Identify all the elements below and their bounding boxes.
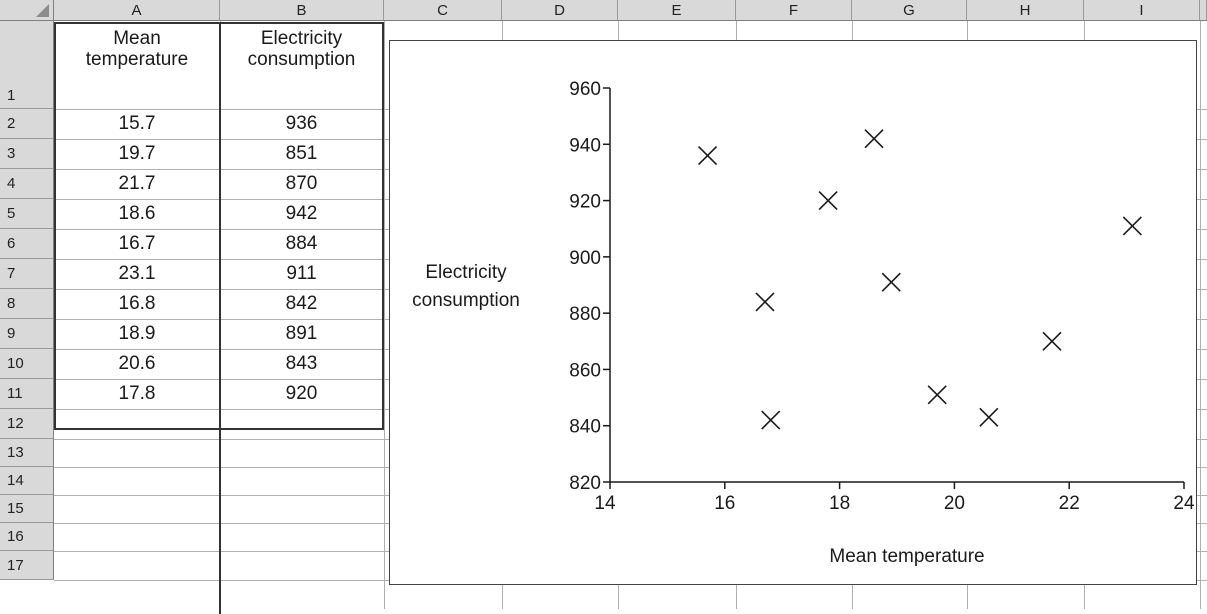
cell-mean-temperature[interactable]: 15.7: [118, 112, 156, 134]
y-tick-label: 940: [569, 135, 601, 156]
cell-electricity-consumption[interactable]: 842: [285, 292, 318, 314]
cell-electricity-consumption[interactable]: 942: [285, 202, 318, 224]
x-tick-label: 22: [1059, 493, 1080, 514]
row-header-4[interactable]: 4: [0, 169, 54, 199]
row-header-1[interactable]: 1: [0, 21, 54, 109]
header-electricity-line2: consumption: [247, 48, 356, 70]
row-header-12[interactable]: 12: [0, 409, 54, 439]
data-point-x-marker: [818, 191, 838, 211]
header-mean-line2: temperature: [85, 48, 189, 70]
y-tick-label: 960: [569, 79, 601, 100]
x-tick-label: 14: [594, 493, 616, 514]
column-header-g[interactable]: G: [852, 0, 967, 21]
cell-mean-temperature[interactable]: 16.7: [118, 232, 156, 254]
gridline-vertical: [384, 21, 385, 609]
column-header-e[interactable]: E: [618, 0, 736, 21]
cell-electricity-consumption[interactable]: 870: [285, 172, 318, 194]
data-point-x-marker: [1042, 331, 1062, 351]
column-header-c[interactable]: C: [384, 0, 502, 21]
data-point-x-marker: [755, 292, 775, 312]
row-header-16[interactable]: 16: [0, 523, 54, 551]
cell-mean-temperature[interactable]: 23.1: [118, 262, 156, 284]
select-all-corner[interactable]: [0, 0, 54, 21]
y-tick-label: 820: [569, 473, 601, 494]
row-header-14[interactable]: 14: [0, 467, 54, 495]
cell-electricity-consumption[interactable]: 884: [285, 232, 318, 254]
cell-b1[interactable]: Electricity consumption: [220, 22, 383, 77]
y-axis-label-line2: consumption: [412, 290, 520, 311]
column-header-i[interactable]: I: [1084, 0, 1200, 21]
column-header-a[interactable]: A: [54, 0, 220, 21]
data-point-x-marker: [864, 129, 884, 149]
y-tick-label: 900: [569, 248, 601, 269]
column-header-j-partial[interactable]: [1200, 0, 1207, 21]
cell-mean-temperature[interactable]: 19.7: [118, 142, 156, 164]
row-header-5[interactable]: 5: [0, 199, 54, 229]
y-tick-label: 840: [569, 417, 601, 438]
x-tick-label: 24: [1173, 493, 1195, 514]
cell-electricity-consumption[interactable]: 851: [285, 142, 318, 164]
x-axis-ticks: 14 16 18 20 22 24: [594, 482, 1195, 514]
cell-electricity-consumption[interactable]: 936: [285, 112, 318, 134]
cell-a1[interactable]: Mean temperature: [54, 22, 220, 77]
row-header-13[interactable]: 13: [0, 439, 54, 467]
x-axis-label: Mean temperature: [829, 546, 984, 567]
x-tick-label: 16: [714, 493, 735, 514]
data-point-x-marker: [698, 145, 718, 166]
row-header-17[interactable]: 17: [0, 551, 54, 580]
row-header-15[interactable]: 15: [0, 495, 54, 523]
y-axis-label-line1: Electricity: [425, 262, 507, 283]
row-header-7[interactable]: 7: [0, 259, 54, 289]
y-tick-label: 880: [569, 304, 601, 325]
cell-electricity-consumption[interactable]: 920: [285, 382, 318, 404]
cell-mean-temperature[interactable]: 20.6: [118, 352, 156, 374]
y-axis-ticks: 820 840 860 880 900 920 940 960: [569, 79, 610, 494]
cell-mean-temperature[interactable]: 17.8: [118, 382, 156, 404]
header-electricity-line1: Electricity: [260, 27, 343, 49]
cell-electricity-consumption[interactable]: 891: [285, 322, 318, 344]
cell-mean-temperature[interactable]: 21.7: [118, 172, 156, 194]
scatter-chart-canvas: 820 840 860 880 900 920 940 960 14 16 18 20 22 24 El…: [412, 79, 1195, 567]
row-header-11[interactable]: 11: [0, 379, 54, 409]
header-mean-line1: Mean: [113, 27, 161, 49]
table-column-divider: [219, 22, 221, 614]
data-markers: [698, 129, 1142, 430]
scatter-chart[interactable]: 820 840 860 880 900 920 940 960 14 16 18 20 22 24 El…: [389, 40, 1197, 585]
row-header-3[interactable]: 3: [0, 139, 54, 169]
gridline-vertical: [1200, 21, 1201, 609]
data-point-x-marker: [761, 410, 781, 430]
row-header-8[interactable]: 8: [0, 289, 54, 319]
x-tick-label: 18: [829, 493, 850, 514]
data-point-x-marker: [927, 385, 947, 405]
row-header-9[interactable]: 9: [0, 319, 54, 349]
data-point-x-marker: [1122, 216, 1142, 236]
select-all-triangle-icon: [36, 4, 49, 17]
cell-electricity-consumption[interactable]: 843: [285, 352, 318, 374]
column-header-h[interactable]: H: [967, 0, 1084, 21]
cell-mean-temperature[interactable]: 16.8: [118, 292, 156, 314]
column-header-b[interactable]: B: [220, 0, 384, 21]
y-tick-label: 920: [569, 192, 601, 213]
cell-mean-temperature[interactable]: 18.6: [118, 202, 156, 224]
column-header-f[interactable]: F: [736, 0, 852, 21]
cell-electricity-consumption[interactable]: 911: [286, 262, 317, 284]
row-header-2[interactable]: 2: [0, 109, 54, 139]
row-header-6[interactable]: 6: [0, 229, 54, 259]
data-point-x-marker: [979, 407, 999, 427]
data-point-x-marker: [881, 272, 901, 292]
y-tick-label: 860: [569, 360, 601, 381]
x-tick-label: 20: [944, 493, 965, 514]
cell-mean-temperature[interactable]: 18.9: [118, 322, 156, 344]
column-header-d[interactable]: D: [502, 0, 618, 21]
row-header-10[interactable]: 10: [0, 349, 54, 379]
